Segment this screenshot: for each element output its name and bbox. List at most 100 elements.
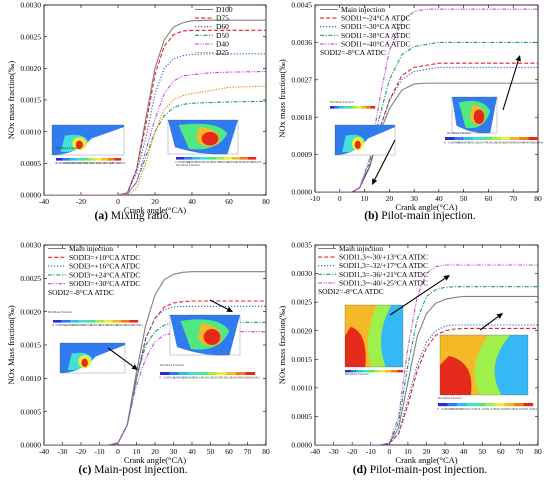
colorbar-swatch xyxy=(463,137,474,140)
colorbar-swatch xyxy=(528,137,539,140)
panel-caption-letter: (c) xyxy=(79,464,92,476)
colorbar-swatch xyxy=(447,403,458,407)
series-line-3 xyxy=(44,53,266,195)
colorbar-tick-label: 0.000631 xyxy=(70,161,82,165)
x-tick-label: -30 xyxy=(58,447,68,456)
contour-frame xyxy=(344,304,404,368)
colorbar-tick-label: 0.0028 xyxy=(241,376,250,380)
colorbar-tick-label: 0.0032 xyxy=(510,407,519,411)
colorbar-swatch xyxy=(438,403,448,407)
annotation-arrow-head xyxy=(131,364,138,370)
colorbar-swatch xyxy=(232,157,241,160)
colorbar-tick-label: 0.00218 xyxy=(221,376,232,380)
panel-caption: (a) Mixing ratio. xyxy=(95,210,172,222)
colorbar-swatch xyxy=(216,157,225,160)
colorbar-swatch xyxy=(350,370,357,373)
colorbar-1: NO Mass Fraction xyxy=(345,370,404,376)
legend-entry: Main injection xyxy=(339,244,383,253)
colorbar-swatch xyxy=(345,370,351,373)
legend-entry: SODI1,3=-40/+25°CA ATDC xyxy=(339,278,428,287)
colorbar-tick-label: 0.00156 xyxy=(202,376,213,380)
colorbar-tick-label: 0 xyxy=(444,141,446,145)
annotation-arrow-head xyxy=(372,178,378,185)
colorbar-tick-label: 0.000436 xyxy=(448,141,460,145)
plot-area xyxy=(314,4,539,193)
colorbar-swatch xyxy=(366,106,371,109)
colorbar-swatch xyxy=(391,370,398,373)
legend-entry: D60 xyxy=(216,22,229,31)
colorbar-tick-label: 0.00249 xyxy=(116,323,127,327)
contour-region-peak xyxy=(345,326,366,367)
y-tick-label: 0.0005 xyxy=(20,159,41,168)
x-tick-label: 20 xyxy=(151,197,159,206)
panel-caption-text: Pilot-main-post injection. xyxy=(367,464,488,476)
y-tick-label: 0.0020 xyxy=(20,307,41,316)
plot-area xyxy=(43,4,267,196)
colorbar-tick-label: 0.000421 xyxy=(63,161,75,165)
x-tick-label: 10 xyxy=(133,447,141,456)
y-tick-label: 0.0010 xyxy=(291,383,312,392)
colorbar-swatch xyxy=(245,372,256,375)
y-tick-label: 0.0005 xyxy=(20,407,41,416)
colorbar-tick-label: 0.00075 xyxy=(187,160,198,164)
legend-entry: SODI1,3=-36/+21°CA ATDC xyxy=(339,270,428,279)
annotation-arrow-shaft xyxy=(107,347,134,367)
colorbar-tick-label: 0 xyxy=(175,160,177,164)
annotation-arrow-shaft xyxy=(209,299,228,310)
colorbar-swatch xyxy=(370,106,376,109)
y-tick-label: 0.0018 xyxy=(291,113,312,122)
x-tick-label: 30 xyxy=(170,447,178,456)
contour-inset-2 xyxy=(451,96,498,134)
colorbar-swatch xyxy=(485,403,496,407)
y-tick-label: 0.0025 xyxy=(20,274,41,283)
colorbar-swatch xyxy=(236,372,246,375)
colorbar-tick-label: 0.000375 xyxy=(178,160,190,164)
colorbar-swatch xyxy=(374,370,380,373)
colorbar-tick-label: 0.00436 xyxy=(533,141,544,145)
y-tick-label: 0.0015 xyxy=(20,341,41,350)
colorbar-tick-label: 0.0016 xyxy=(472,407,481,411)
colorbar-swatch xyxy=(184,157,193,160)
y-tick-label: 0.0030 xyxy=(20,1,41,10)
annotation-arrow-shaft xyxy=(479,316,499,331)
x-tick-label: -20 xyxy=(76,447,86,456)
x-tick-label: 20 xyxy=(151,447,159,456)
annotation-arrow-shaft xyxy=(502,60,519,111)
colorbar-swatch xyxy=(339,106,344,109)
legend-entry: SODI3=+30°CA ATDC xyxy=(69,279,140,288)
x-tick-label: 0 xyxy=(116,197,120,206)
legend-entry: SODI1=-24°CA ATDC xyxy=(341,14,411,23)
x-tick-label: 40 xyxy=(460,447,468,456)
colorbar-tick-label: 0 xyxy=(159,376,161,380)
colorbar-title: NO Mass Fraction xyxy=(447,131,471,135)
colorbar-swatch xyxy=(454,137,464,140)
x-tick-label: -10 xyxy=(310,194,320,203)
x-tick-label: 80 xyxy=(262,197,270,206)
colorbar-tick-label: 0.00187 xyxy=(212,376,223,380)
colorbar-swatch xyxy=(114,158,122,161)
colorbar-tick-label: 0.0012 xyxy=(462,407,471,411)
colorbar-swatch xyxy=(108,158,115,161)
colorbar-swatch xyxy=(56,158,63,161)
colorbar-tick-label: 0 xyxy=(55,161,57,165)
colorbar-tick-label: 0.00147 xyxy=(96,161,107,165)
panel-caption-text: Main-post injection. xyxy=(91,464,187,476)
annotation-arrow-head xyxy=(226,306,233,312)
x-tick-label: -40 xyxy=(310,447,320,456)
x-tick-label: 50 xyxy=(460,194,468,203)
colorbar-swatch xyxy=(352,106,358,109)
colorbar-tick-label: 0 xyxy=(52,323,54,327)
y-tick-label: 0.0000 xyxy=(291,188,312,197)
colorbar-tick-label: 0.00112 xyxy=(195,160,206,164)
y-tick-label: 0.0009 xyxy=(291,150,312,159)
y-tick-label: 0.0020 xyxy=(20,64,41,73)
contour-inset-2 xyxy=(167,119,239,155)
x-tick-label: 80 xyxy=(534,194,542,203)
colorbar-swatch xyxy=(70,320,79,323)
colorbar-tick-label: 0.000933 xyxy=(73,323,85,327)
x-tick-label: 50 xyxy=(207,447,215,456)
colorbar-title: NO Mass Fraction xyxy=(176,163,200,167)
